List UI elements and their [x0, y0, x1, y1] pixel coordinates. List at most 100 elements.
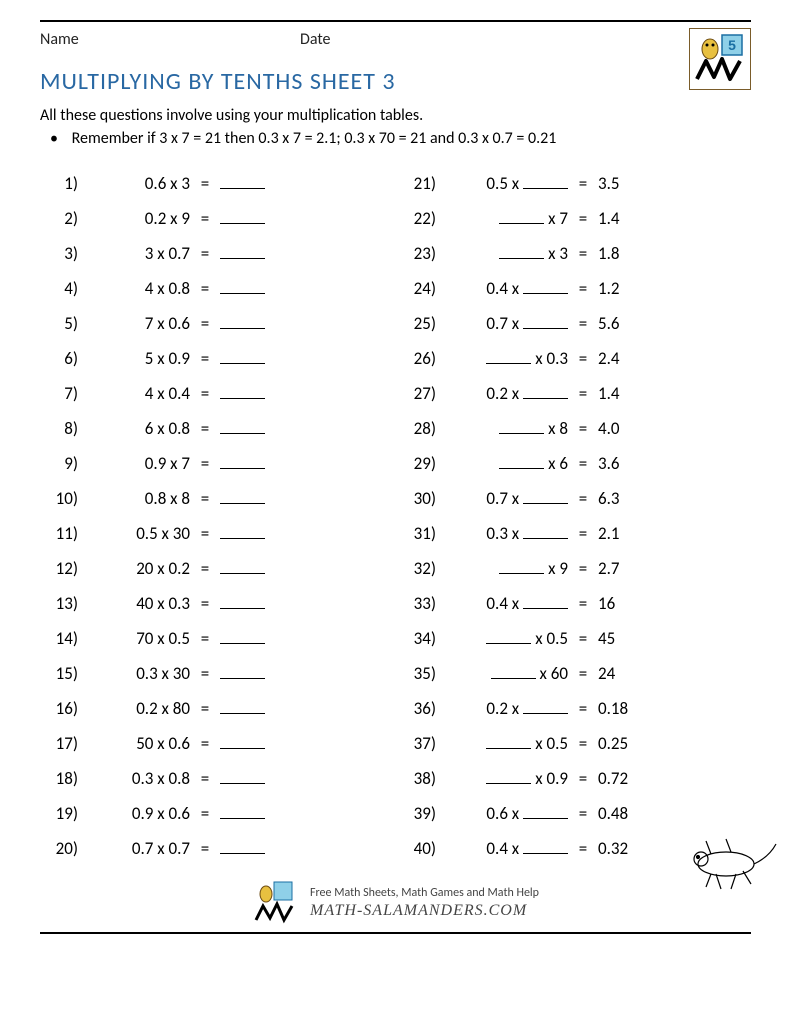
given-answer: 5.6 — [598, 313, 648, 334]
answer-blank[interactable] — [220, 698, 280, 719]
equals-sign: = — [568, 838, 598, 859]
question-number: 37) — [398, 733, 448, 754]
question-expression: 70 x 0.5 — [90, 628, 190, 649]
footer-tagline: Free Math Sheets, Math Games and Math He… — [310, 886, 539, 900]
salamander-logo-icon: 5 — [692, 31, 748, 87]
answer-blank[interactable] — [220, 278, 280, 299]
operand-blank[interactable] — [491, 664, 536, 679]
question-expression: 4 x 0.4 — [90, 383, 190, 404]
equals-sign: = — [568, 628, 598, 649]
operand-blank[interactable] — [523, 489, 568, 504]
given-answer: 1.2 — [598, 278, 648, 299]
question-row: 39)0.6 x =0.48 — [398, 796, 746, 831]
question-expression: x 3 — [448, 243, 568, 264]
question-expression: x 6 — [448, 453, 568, 474]
operand-blank[interactable] — [486, 769, 531, 784]
question-number: 1) — [40, 173, 90, 194]
answer-blank[interactable] — [220, 838, 280, 859]
operand-blank[interactable] — [499, 244, 544, 259]
question-row: 31)0.3 x =2.1 — [398, 516, 746, 551]
operand-blank[interactable] — [499, 419, 544, 434]
question-row: 17)50 x 0.6= — [40, 726, 388, 761]
operand-blank[interactable] — [523, 594, 568, 609]
question-expression: 3 x 0.7 — [90, 243, 190, 264]
answer-blank[interactable] — [220, 803, 280, 824]
operand-blank[interactable] — [523, 174, 568, 189]
intro-text: All these questions involve using your m… — [40, 106, 751, 125]
answer-blank[interactable] — [220, 453, 280, 474]
operand-blank[interactable] — [499, 209, 544, 224]
question-row: 28) x 8=4.0 — [398, 411, 746, 446]
question-expression: x 7 — [448, 208, 568, 229]
given-answer: 1.4 — [598, 208, 648, 229]
question-row: 7)4 x 0.4= — [40, 376, 388, 411]
operand-blank[interactable] — [486, 734, 531, 749]
question-row: 3)3 x 0.7= — [40, 236, 388, 271]
right-column: 21)0.5 x =3.522) x 7=1.423) x 3=1.824)0.… — [398, 166, 746, 866]
answer-blank[interactable] — [220, 558, 280, 579]
operand-blank[interactable] — [486, 349, 531, 364]
equals-sign: = — [568, 383, 598, 404]
question-expression: 0.7 x 0.7 — [90, 838, 190, 859]
operand-blank[interactable] — [523, 804, 568, 819]
question-expression: 0.9 x 7 — [90, 453, 190, 474]
question-expression: 0.5 x — [448, 173, 568, 194]
equals-sign: = — [568, 523, 598, 544]
question-row: 16)0.2 x 80= — [40, 691, 388, 726]
answer-blank[interactable] — [220, 348, 280, 369]
answer-blank[interactable] — [220, 383, 280, 404]
question-row: 38) x 0.9=0.72 — [398, 761, 746, 796]
bullet-icon: • — [50, 129, 68, 148]
answer-blank[interactable] — [220, 663, 280, 684]
operand-blank[interactable] — [523, 699, 568, 714]
equals-sign: = — [568, 453, 598, 474]
question-number: 31) — [398, 523, 448, 544]
answer-blank[interactable] — [220, 313, 280, 334]
question-row: 37) x 0.5=0.25 — [398, 726, 746, 761]
question-number: 33) — [398, 593, 448, 614]
answer-blank[interactable] — [220, 173, 280, 194]
question-expression: 0.2 x — [448, 383, 568, 404]
equals-sign: = — [190, 243, 220, 264]
answer-blank[interactable] — [220, 243, 280, 264]
answer-blank[interactable] — [220, 488, 280, 509]
answer-blank[interactable] — [220, 768, 280, 789]
equals-sign: = — [568, 803, 598, 824]
question-number: 4) — [40, 278, 90, 299]
question-row: 36)0.2 x =0.18 — [398, 691, 746, 726]
operand-blank[interactable] — [523, 524, 568, 539]
equals-sign: = — [190, 663, 220, 684]
expr-pre: 0.5 x — [486, 173, 523, 194]
question-number: 34) — [398, 628, 448, 649]
expr-post: x 9 — [544, 558, 568, 579]
operand-blank[interactable] — [499, 559, 544, 574]
given-answer: 2.4 — [598, 348, 648, 369]
question-row: 4)4 x 0.8= — [40, 271, 388, 306]
answer-blank[interactable] — [220, 593, 280, 614]
answer-blank[interactable] — [220, 628, 280, 649]
operand-blank[interactable] — [523, 384, 568, 399]
operand-blank[interactable] — [486, 629, 531, 644]
equals-sign: = — [190, 488, 220, 509]
given-answer: 6.3 — [598, 488, 648, 509]
operand-blank[interactable] — [523, 279, 568, 294]
question-row: 10)0.8 x 8= — [40, 481, 388, 516]
operand-blank[interactable] — [523, 839, 568, 854]
answer-blank[interactable] — [220, 523, 280, 544]
operand-blank[interactable] — [523, 314, 568, 329]
question-number: 30) — [398, 488, 448, 509]
question-row: 13)40 x 0.3= — [40, 586, 388, 621]
question-row: 9)0.9 x 7= — [40, 446, 388, 481]
question-number: 38) — [398, 768, 448, 789]
operand-blank[interactable] — [499, 454, 544, 469]
equals-sign: = — [568, 173, 598, 194]
equals-sign: = — [190, 208, 220, 229]
answer-blank[interactable] — [220, 733, 280, 754]
equals-sign: = — [568, 733, 598, 754]
given-answer: 16 — [598, 593, 648, 614]
question-row: 6)5 x 0.9= — [40, 341, 388, 376]
answer-blank[interactable] — [220, 418, 280, 439]
question-number: 18) — [40, 768, 90, 789]
answer-blank[interactable] — [220, 208, 280, 229]
given-answer: 0.32 — [598, 838, 648, 859]
